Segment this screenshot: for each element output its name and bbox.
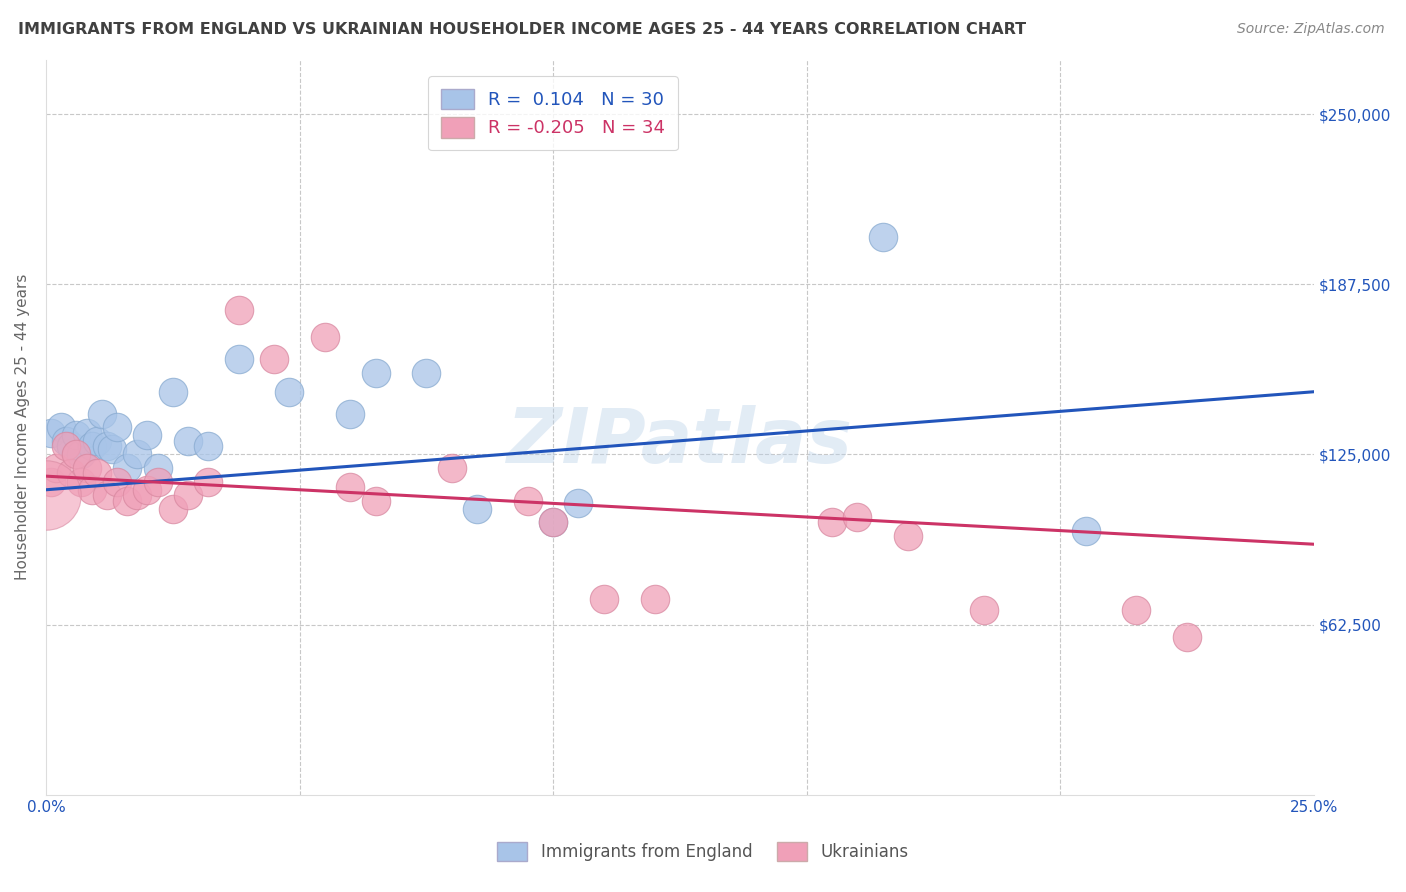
Point [314,330,336,344]
Point [115,493,138,508]
Point [465,501,488,516]
Point [39,475,62,489]
Point [60,467,83,481]
Point [197,475,219,489]
Point [45,461,67,475]
Point [263,352,285,367]
Point [1175,630,1198,644]
Point [105,420,128,434]
Point [86,434,108,448]
Point [897,529,920,543]
Point [415,366,437,380]
Point [644,591,666,606]
Point [146,461,169,475]
Point [146,475,169,489]
Point [364,493,387,508]
Point [70,475,93,489]
Point [228,352,250,367]
Point [364,366,387,380]
Point [76,461,98,475]
Point [115,461,138,475]
Point [541,516,564,530]
Point [516,493,538,508]
Point [96,439,118,453]
Point [70,447,93,461]
Point [440,461,463,475]
Point [162,384,184,399]
Point [127,488,149,502]
Point [821,516,844,530]
Point [80,439,103,453]
Text: Source: ZipAtlas.com: Source: ZipAtlas.com [1237,22,1385,37]
Point [90,407,112,421]
Point [76,425,98,440]
Point [162,501,184,516]
Point [592,591,614,606]
Point [339,407,361,421]
Point [65,428,87,442]
Point [973,602,995,616]
Point [228,303,250,318]
Point [1125,602,1147,616]
Point [177,488,200,502]
Text: ZIPatlas: ZIPatlas [508,405,853,479]
Point [105,475,128,489]
Point [541,516,564,530]
Point [136,483,159,497]
Y-axis label: Householder Income Ages 25 - 44 years: Householder Income Ages 25 - 44 years [15,274,30,581]
Point [101,442,124,456]
Point [872,229,894,244]
Point [177,434,200,448]
Point [35,488,58,502]
Point [567,496,589,510]
Point [65,447,87,461]
Point [96,488,118,502]
Point [86,467,108,481]
Legend: R =  0.104   N = 30, R = -0.205   N = 34: R = 0.104 N = 30, R = -0.205 N = 34 [429,76,678,150]
Point [846,510,869,524]
Legend: Immigrants from England, Ukrainians: Immigrants from England, Ukrainians [491,835,915,868]
Point [1074,524,1097,538]
Point [55,439,77,453]
Text: IMMIGRANTS FROM ENGLAND VS UKRAINIAN HOUSEHOLDER INCOME AGES 25 - 44 YEARS CORRE: IMMIGRANTS FROM ENGLAND VS UKRAINIAN HOU… [18,22,1026,37]
Point [136,428,159,442]
Point [339,480,361,494]
Point [278,384,301,399]
Point [39,425,62,440]
Point [80,483,103,497]
Point [197,439,219,453]
Point [51,420,73,434]
Point [127,447,149,461]
Point [55,434,77,448]
Point [60,439,83,453]
